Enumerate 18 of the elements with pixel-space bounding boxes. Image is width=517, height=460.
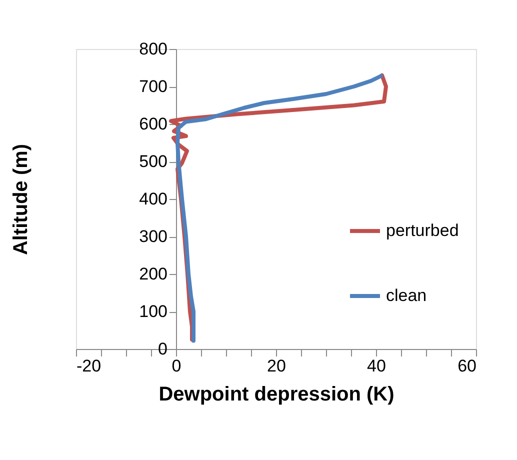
x-tick-label: 20 (267, 356, 286, 376)
y-tick-label: 0 (158, 340, 168, 358)
y-axis-title: Altitude (m) (10, 144, 32, 256)
y-tick-label: 500 (139, 152, 168, 171)
y-tick-label: 300 (139, 227, 168, 246)
legend-label: perturbed (386, 221, 459, 240)
y-tick-label: 800 (139, 40, 168, 58)
x-tick-label: 0 (172, 356, 182, 376)
x-tick-label: 60 (458, 356, 476, 376)
x-tick-label: -20 (76, 356, 102, 376)
x-tick-label: 40 (367, 356, 386, 376)
x-axis-title: Dewpoint depression (K) (158, 384, 394, 406)
y-tick-label: 600 (139, 114, 168, 134)
legend-label: clean (386, 286, 427, 305)
y-tick-label: 100 (139, 302, 168, 321)
y-tick-label: 700 (139, 77, 168, 96)
y-tick-label: 200 (139, 264, 168, 284)
y-tick-label: 400 (139, 190, 168, 208)
